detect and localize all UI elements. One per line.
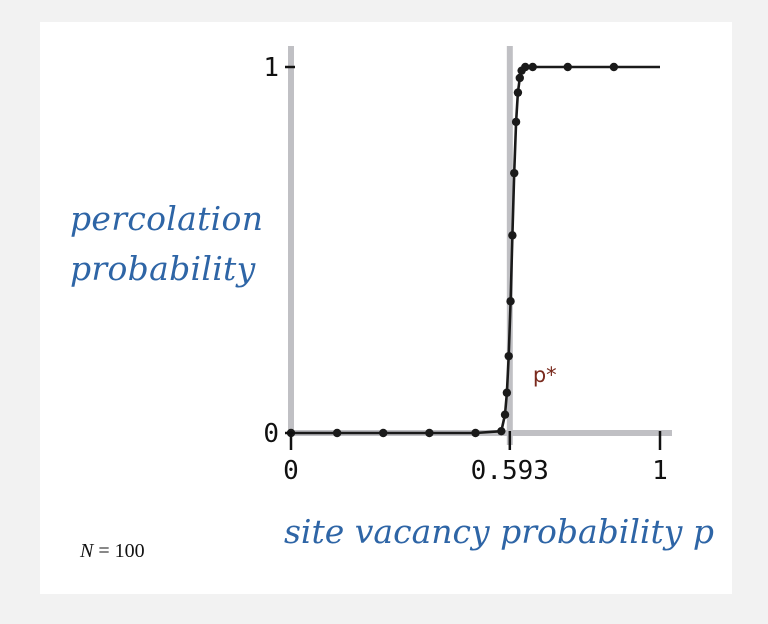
data-point (609, 62, 619, 72)
y-axis-label: percolation probability (70, 194, 263, 294)
data-point (379, 428, 388, 438)
data-point (528, 62, 537, 72)
grid-size-value: = 100 (93, 540, 145, 562)
data-point (471, 428, 480, 438)
y-axis-label-line-2: probability (70, 249, 256, 288)
data-point (521, 62, 530, 72)
data-point (513, 88, 523, 97)
data-point (497, 426, 506, 436)
data-point (332, 428, 342, 438)
data-point (515, 73, 524, 83)
x-tick-label: 0.593 (471, 456, 549, 486)
x-tick-label: 0 (283, 456, 299, 486)
data-point (563, 62, 572, 72)
data-point (500, 410, 510, 419)
data-point (508, 231, 517, 240)
x-tick-label: 1 (652, 456, 668, 486)
data-point (510, 168, 519, 178)
series-line (291, 65, 660, 435)
data-point (506, 297, 515, 306)
x-axis-label: site vacancy probability p (284, 512, 714, 551)
data-point (502, 388, 512, 397)
y-axis-label-line-1: percolation (70, 199, 264, 238)
threshold-label: p* (533, 363, 557, 387)
data-point (511, 117, 521, 127)
grid-size-annotation: N = 100 (80, 540, 145, 563)
percolation-chart: 1 00 0.593 1 p* (263, 46, 672, 486)
y-tick-label: 1 (263, 53, 279, 83)
data-point (504, 351, 513, 361)
chart-panel: 1 0 0 0.593 1 p* percolation probability site… (40, 22, 732, 594)
data-point (425, 428, 434, 438)
grid-size-var: N (80, 540, 94, 562)
y-tick-label: 0 (263, 419, 279, 449)
